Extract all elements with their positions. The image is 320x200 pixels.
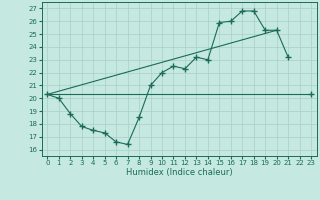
X-axis label: Humidex (Indice chaleur): Humidex (Indice chaleur) [126,168,233,177]
